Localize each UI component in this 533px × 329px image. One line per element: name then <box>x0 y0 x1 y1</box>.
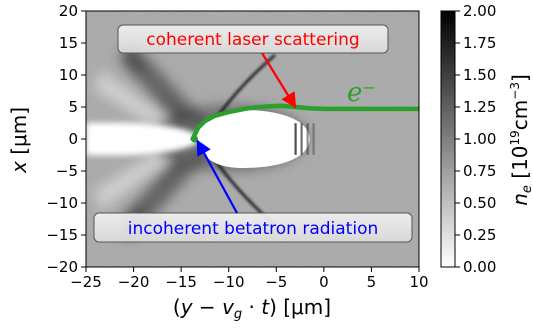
x-tick-label: 10 <box>409 273 428 291</box>
y-axis: −20 −15 −10 −5 0 5 10 15 20 <box>46 2 86 276</box>
plasma-bubble <box>86 105 315 171</box>
colorbar-tick-label: 1.00 <box>463 130 496 148</box>
coherent-annotation-box <box>117 24 389 54</box>
colorbar-tick-label: 1.50 <box>463 66 496 84</box>
y-tick-label: 5 <box>68 98 78 116</box>
colorbar-tick-label: 0.25 <box>463 226 496 244</box>
colorbar-tick-label: 0.75 <box>463 162 496 180</box>
x-tick-label: −20 <box>118 273 150 291</box>
x-tick-label: −25 <box>70 273 102 291</box>
electron-bunch <box>191 135 199 143</box>
y-tick-label: 20 <box>59 2 78 20</box>
y-tick-label: −15 <box>46 226 78 244</box>
x-tick-label: 5 <box>367 273 377 291</box>
colorbar <box>440 10 456 268</box>
light-wake-structures <box>95 70 170 210</box>
bubble-stripes <box>294 123 315 155</box>
x-tick-label: −5 <box>265 273 287 291</box>
x-axis-label: (y − vg · t) [μm] <box>173 295 331 322</box>
density-map <box>86 11 419 267</box>
y-tick-label: 10 <box>59 66 78 84</box>
y-tick-label: 0 <box>68 130 78 148</box>
x-tick-label: −10 <box>213 273 245 291</box>
colorbar-tick-label: 0.50 <box>463 194 496 212</box>
x-axis: −25 −20 −15 −10 −5 0 5 10 <box>70 267 429 291</box>
y-tick-label: −10 <box>46 194 78 212</box>
y-axis-label: x [μm] <box>7 107 31 174</box>
incoherent-annotation-box <box>93 212 413 243</box>
x-tick-label: −15 <box>165 273 197 291</box>
coherent-annotation: coherent laser scattering <box>117 24 389 109</box>
electron-label: e⁻ <box>347 78 376 108</box>
colorbar-tick-label: 0.00 <box>463 258 496 276</box>
y-tick-label: 15 <box>59 34 78 52</box>
colorbar-tick-label: 1.25 <box>463 98 496 116</box>
incoherent-annotation: incoherent betatron radiation <box>93 139 413 243</box>
colorbar-tick-label: 2.00 <box>463 2 496 20</box>
incoherent-arrow <box>196 139 238 214</box>
incoherent-annotation-text: incoherent betatron radiation <box>128 219 379 239</box>
coherent-arrow <box>261 52 297 109</box>
electron-trajectory <box>190 103 419 142</box>
y-tick-label: −5 <box>56 162 78 180</box>
x-tick-label: 0 <box>319 273 329 291</box>
coherent-annotation-text: coherent laser scattering <box>146 30 359 50</box>
colorbar-tick-label: 1.75 <box>463 34 496 52</box>
y-tick-label: −20 <box>46 258 78 276</box>
colorbar-label: ne [1019cm−3] <box>508 74 533 206</box>
colorbar-ticks: 0.00 0.25 0.50 0.75 1.00 1.25 1.50 1.75 2.00 <box>455 2 496 276</box>
